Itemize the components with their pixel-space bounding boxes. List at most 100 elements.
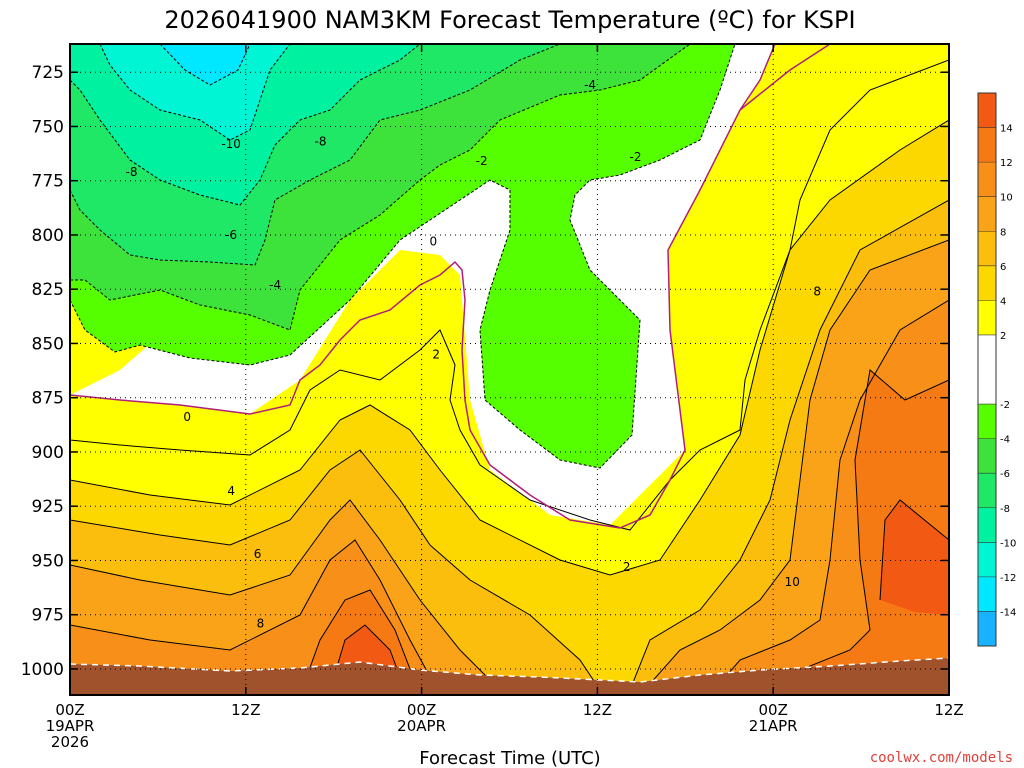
contour-labels: -4 -8 -10 -8 -2 -2 -6 -4 0 0 2 2 4 6 8 8 10 <box>126 78 821 630</box>
contour-minus8 <box>70 44 561 266</box>
colorbar-swatch <box>978 576 996 612</box>
y-tick-label: 950 <box>32 551 64 571</box>
contour-label: -10 <box>221 137 241 151</box>
colorbar-tick-label: -8 <box>1000 504 1010 515</box>
ground-edge <box>70 657 949 683</box>
y-tick-label: 825 <box>32 280 64 300</box>
contour-14-right <box>879 499 949 601</box>
contour-zero-main <box>70 44 776 529</box>
colorbar-swatch <box>978 265 996 301</box>
colorbar-tick-label: -14 <box>1000 607 1016 618</box>
zero-contours <box>70 44 831 529</box>
y-tick-label: 900 <box>32 443 64 463</box>
contour-12 <box>299 589 421 695</box>
colorbar-tick-label: 2 <box>1000 331 1006 342</box>
contour-minus12 <box>99 44 291 141</box>
x-tick-label: 00Z <box>407 701 436 719</box>
x-tick-label: 00Z <box>55 701 84 719</box>
y-tick-label: 975 <box>32 606 64 626</box>
colorbar-swatch <box>978 438 996 474</box>
colorbar-swatch <box>978 334 996 405</box>
x-tick-label: 19APR <box>46 717 95 735</box>
x-axis-label: Forecast Time (UTC) <box>419 748 600 768</box>
contour-label: 0 <box>429 234 437 248</box>
colorbar-frame <box>977 92 997 647</box>
contour-minus14 <box>159 44 251 86</box>
colorbar-swatch <box>978 473 996 508</box>
contour-label: 4 <box>227 484 235 498</box>
colorbar-tick-label: -6 <box>1000 469 1010 480</box>
colorbar-swatch <box>978 231 996 266</box>
y-tick-label: 750 <box>32 117 64 137</box>
plot-area: -4 -8 -10 -8 -2 -2 -6 -4 0 0 2 2 4 6 8 8 10 <box>70 44 949 695</box>
contour-8 <box>70 499 501 691</box>
colorbar-swatch <box>978 162 996 197</box>
gridlines <box>70 44 949 695</box>
x-tick-label: 12Z <box>583 701 612 719</box>
colorbar-tick-label: 14 <box>1000 124 1013 135</box>
colorbar-tick-label: 6 <box>1000 262 1006 273</box>
y-tick-label: 925 <box>32 497 64 517</box>
contour-label: -4 <box>584 78 596 92</box>
x-tick-label: 12Z <box>934 701 963 719</box>
colorbar-swatch <box>978 300 996 335</box>
contour-zero-upper <box>739 44 831 111</box>
colorbar-tick-label: -4 <box>1000 435 1010 446</box>
contour-label: -4 <box>269 278 281 292</box>
contour-label: -8 <box>315 135 327 149</box>
y-tick-label: 875 <box>32 389 64 409</box>
field-band-14-to-16-right <box>880 500 949 615</box>
x-tick-label: 12Z <box>231 701 260 719</box>
contour-label: 8 <box>813 284 821 298</box>
y-tick-label: 775 <box>32 172 64 192</box>
y-tick-label: 725 <box>32 63 64 83</box>
chart-title: 2026041900 NAM3KM Forecast Temperature (… <box>164 6 855 34</box>
contour-8-right <box>639 239 949 695</box>
field-band-6-to-8 <box>70 200 949 695</box>
colorbar-tick-label: 12 <box>1000 158 1013 169</box>
contour-label: -2 <box>630 150 642 164</box>
contour-label: 10 <box>785 575 800 589</box>
colorbar: 14 12 10 8 6 4 2 -2 -4 -6 -8 -10 -12 -14 <box>977 92 1016 647</box>
colorbar-swatch <box>978 196 996 232</box>
field-band-minus12-to-minus10 <box>100 44 290 140</box>
contour-label: 2 <box>432 347 440 361</box>
colorbar-swatch <box>978 611 996 646</box>
contour-label: -2 <box>476 154 488 168</box>
x-tick-label: 00Z <box>759 701 788 719</box>
colorbar-swatch <box>978 507 996 543</box>
y-tick-label: 1000 <box>21 660 64 680</box>
colorbar-swatch <box>978 542 996 577</box>
field-band-minus14-to-minus12 <box>160 44 250 85</box>
credit-link[interactable]: coolwx.com/models <box>870 750 1013 766</box>
contour-6-right <box>629 199 949 691</box>
contour-14 <box>329 624 406 691</box>
colorbar-tick-label: -12 <box>1000 573 1016 584</box>
x-tick-label: 20APR <box>397 717 446 735</box>
contour-label: 0 <box>183 410 191 424</box>
x-tick-label: 21APR <box>749 717 798 735</box>
colorbar-tick-label: -2 <box>1000 400 1010 411</box>
colorbar-tick-label: -10 <box>1000 538 1016 549</box>
y-tick-label: 800 <box>32 226 64 246</box>
contour-label: 2 <box>623 560 631 574</box>
colorbar-swatch <box>978 127 996 163</box>
contour-label: 8 <box>257 616 265 630</box>
x-tick-label: 2026 <box>51 733 89 751</box>
colorbar-swatch <box>978 93 996 128</box>
contour-label: -8 <box>126 165 138 179</box>
contour-minus6 <box>70 44 691 331</box>
plot-frame <box>69 43 950 696</box>
contour-label: 6 <box>254 547 262 561</box>
contour-minus10 <box>70 44 421 206</box>
colorbar-tick-label: 8 <box>1000 227 1006 238</box>
colorbar-tick-label: 10 <box>1000 193 1013 204</box>
contour-2 <box>70 59 949 531</box>
colorbar-tick-label: 4 <box>1000 296 1006 307</box>
field-band-12-to-14-right <box>770 370 949 695</box>
y-tick-label: 850 <box>32 334 64 354</box>
contour-6 <box>70 449 601 691</box>
contour-label: -6 <box>225 228 237 242</box>
